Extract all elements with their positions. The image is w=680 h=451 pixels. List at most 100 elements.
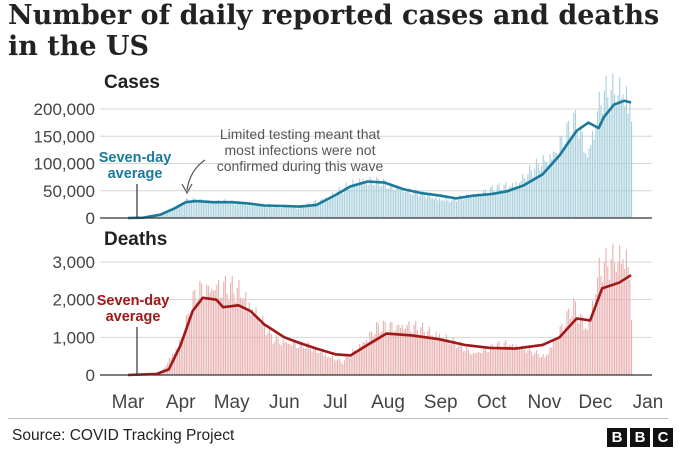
deaths-bar [267, 332, 269, 375]
cases-bar [267, 205, 269, 218]
cases-bar [328, 197, 330, 218]
x-tick-label: Apr [166, 392, 196, 413]
cases-bar [437, 200, 439, 218]
cases-bar [506, 189, 509, 218]
deaths-bar [580, 314, 582, 375]
deaths-bar [568, 308, 570, 375]
cases-bar [326, 199, 328, 218]
deaths-bar [442, 337, 444, 375]
cases-bar [427, 195, 429, 218]
deaths-bar [583, 329, 585, 375]
cases-bar [296, 208, 298, 218]
deaths-bar [554, 340, 556, 375]
logo-letter-3: C [653, 428, 673, 447]
cases-bar [189, 202, 191, 218]
annotation-arrowhead [181, 183, 193, 195]
deaths-bar [421, 322, 424, 375]
cases-bar [491, 185, 493, 218]
cases-bar [600, 105, 602, 218]
deaths-bar [274, 341, 276, 375]
deaths-bar [491, 343, 493, 375]
deaths-bar [578, 323, 580, 375]
deaths-bar [354, 350, 356, 375]
deaths-bar [326, 357, 328, 375]
deaths-bar [445, 334, 447, 375]
cases-bar [563, 149, 565, 218]
cases-bar [153, 216, 155, 218]
deaths-bar [512, 343, 514, 375]
deaths-bar [614, 262, 616, 375]
cases-bar [520, 181, 522, 218]
deaths-bar [566, 311, 568, 375]
deaths-bar [279, 343, 281, 375]
cases-bar [301, 205, 303, 218]
deaths-bar [597, 277, 599, 375]
deaths-bar [464, 351, 466, 375]
deaths-bar [433, 336, 435, 375]
deaths-bar [275, 335, 277, 375]
cases-bar [347, 186, 349, 218]
deaths-bar [272, 344, 274, 375]
cases-bar [223, 200, 225, 218]
x-tick-label: May [214, 392, 250, 413]
cases-bar [325, 197, 327, 218]
deaths-bar [379, 333, 381, 375]
cases-bar [194, 198, 196, 218]
cases-bar [362, 178, 364, 218]
deaths-bar [444, 340, 446, 375]
deaths-bar [263, 324, 266, 375]
x-tick-label: Dec [578, 392, 612, 413]
cases-bar [211, 201, 213, 218]
cases-bar [372, 185, 374, 218]
deaths-bar [184, 331, 186, 375]
deaths-bar [529, 347, 531, 375]
cases-bar [246, 205, 249, 218]
deaths-bar [449, 344, 451, 375]
deaths-bar [569, 318, 571, 375]
cases-bar [474, 194, 476, 218]
cases-bar [219, 203, 221, 218]
cases-bar [551, 159, 553, 218]
seven-day-average-label: Seven-day [99, 150, 172, 166]
deaths-bar [243, 298, 245, 375]
deaths-bar [425, 336, 427, 375]
deaths-bar [309, 349, 311, 375]
cases-bar [529, 165, 531, 218]
cases-bar [619, 77, 621, 218]
cases-bar [476, 193, 478, 218]
deaths-average-line [127, 274, 632, 377]
deaths-bar [432, 335, 434, 375]
cases-bar [523, 178, 526, 218]
deaths-bar [245, 292, 247, 375]
cases-bar [209, 201, 211, 218]
deaths-bar [291, 345, 293, 375]
cases-bar [622, 94, 624, 218]
chart-title: Number of daily reported cases and death… [8, 0, 660, 62]
cases-bar [493, 191, 495, 218]
deaths-bar [297, 348, 300, 375]
deaths-bar [525, 352, 527, 375]
cases-bar [515, 181, 517, 218]
cases-bar [270, 205, 272, 218]
cases-bar [408, 188, 410, 218]
cases-bar [163, 213, 165, 218]
y-tick-label: 1,000 [52, 328, 95, 347]
deaths-bar [564, 326, 566, 375]
deaths-bar [386, 332, 388, 375]
cases-bar [591, 130, 594, 218]
deaths-panel-title: Deaths [104, 229, 167, 250]
deaths-bar [617, 262, 619, 375]
deaths-bar [160, 373, 162, 375]
deaths-bar [384, 321, 386, 375]
cases-bar [399, 190, 401, 218]
cases-bar [318, 201, 320, 218]
deaths-bar [413, 324, 415, 375]
y-tick-label: 200,000 [34, 100, 95, 119]
deaths-bar [602, 282, 604, 375]
cases-bar [605, 75, 607, 218]
cases-bar [445, 198, 447, 218]
deaths-bar [393, 332, 395, 375]
cases-bar [425, 197, 427, 218]
cases-bar [343, 188, 345, 218]
y-tick-label: 50,000 [43, 182, 95, 201]
